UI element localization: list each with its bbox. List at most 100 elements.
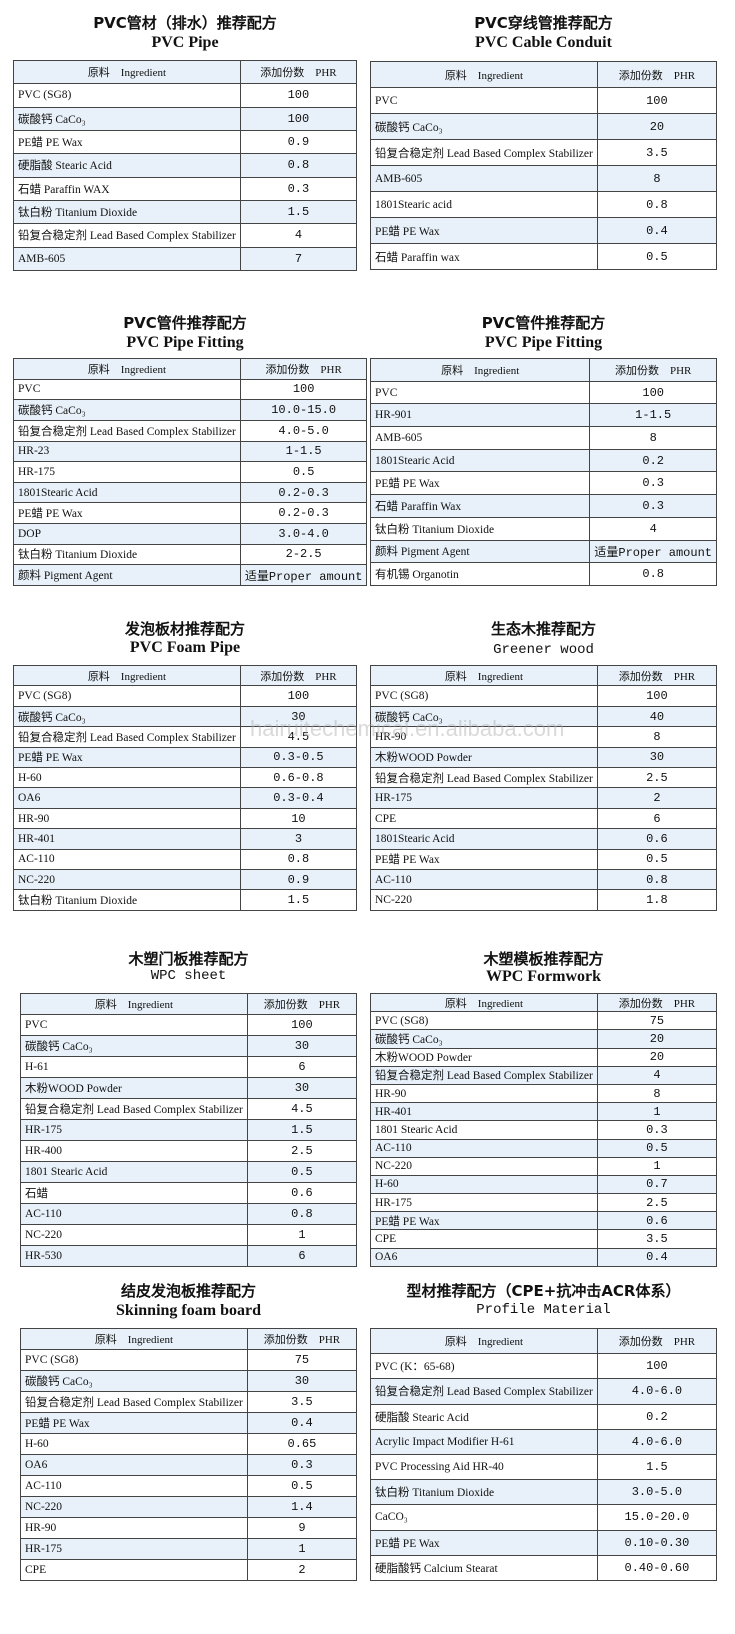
ingredient-cell: NC-220 [20, 1496, 248, 1518]
phr-value-cell: 0.4 [246, 1412, 358, 1434]
ingredient-cell: 颜料 Pigment Agent [369, 539, 591, 564]
table-row: PVC (SG8) 100 [13, 685, 358, 707]
table-row: 1801Stearic Acid 0.2 [369, 448, 717, 473]
phr-value-cell: 2 [596, 787, 718, 809]
phr-value-cell: 0.5 [596, 848, 718, 871]
section-title-en: Profile Material [476, 1302, 611, 1318]
header-ingredient: 原料 Ingredient [13, 664, 241, 687]
phr-value-cell: 0.5 [596, 243, 718, 270]
phr-value-cell: 0.3 [589, 494, 717, 518]
phr-value-cell: 3.5 [596, 139, 718, 166]
phr-value-cell: 4.5 [246, 1098, 358, 1120]
table-header-row: 原料 Ingredient 添加份数 PHR [370, 1327, 718, 1355]
phr-value-cell: 0.10-0.30 [596, 1529, 718, 1556]
header-ingredient: 原料 Ingredient [369, 358, 591, 382]
table-header-row: 原料 Ingredient 添加份数 PHR [369, 358, 717, 382]
table-row: HR-175 0.5 [13, 461, 368, 483]
phr-value-cell: 100 [596, 685, 718, 707]
table-row: HR-23 1-1.5 [13, 440, 368, 463]
ingredient-cell: HR-90 [20, 1517, 248, 1539]
table-row: HR-401 3 [13, 828, 358, 850]
table-row: HR-175 1.5 [20, 1119, 358, 1141]
ingredient-cell: PE蜡 PE Wax [370, 1529, 598, 1556]
header-phr: 添加份数 PHR [589, 358, 717, 382]
ingredient-cell: AC-110 [20, 1475, 248, 1497]
phr-value-cell: 8 [596, 726, 718, 748]
table-row: OA6 0.4 [370, 1247, 718, 1267]
ingredient-cell: 钛白粉 Titanium Dioxide [13, 543, 241, 566]
ingredient-cell: 木粉WOOD Powder [20, 1077, 248, 1099]
ingredient-cell: 铅复合稳定剂 Lead Based Complex Stabilizer [13, 726, 241, 748]
table-row: AC-110 0.8 [13, 848, 358, 871]
ingredient-cell: 颜料 Pigment Agent [13, 564, 241, 586]
phr-value-cell: 0.3 [596, 1120, 718, 1140]
formulation-table: 原料 Ingredient 添加份数 PHR PVC 100 碳酸钙 CaCo₃ 20 铅复… [370, 61, 718, 270]
table-row: 碳酸钙 CaCo₃ 20 [370, 113, 718, 140]
ingredient-cell: AC-110 [20, 1203, 248, 1225]
ingredient-cell: HR-175 [370, 787, 598, 809]
ingredient-cell: AMB-605 [369, 426, 591, 450]
phr-value-cell: 0.65 [246, 1433, 358, 1455]
ingredient-cell: 铅复合稳定剂 Lead Based Complex Stabilizer [13, 223, 241, 248]
phr-value-cell: 20 [596, 113, 718, 140]
phr-value-cell: 2.5 [596, 1193, 718, 1213]
phr-value-cell: 30 [246, 1035, 358, 1057]
phr-value-cell: 6 [246, 1056, 358, 1078]
section-title-zh: 生态木推荐配方 [490, 620, 596, 638]
phr-value-cell: 0.3-0.5 [239, 746, 358, 769]
phr-value-cell: 4.0-5.0 [239, 419, 368, 442]
ingredient-cell: 铅复合稳定剂 Lead Based Complex Stabilizer [13, 419, 241, 442]
phr-value-cell: 30 [246, 1370, 358, 1392]
ingredient-cell: PE蜡 PE Wax [13, 502, 241, 524]
phr-value-cell: 40 [596, 705, 718, 728]
ingredient-cell: 1801Stearic Acid [370, 828, 598, 850]
header-phr: 添加份数 PHR [239, 358, 368, 380]
ingredient-cell: NC-220 [370, 889, 598, 911]
table-row: PVC (SG8) 100 [13, 83, 358, 108]
section-title-en: PVC Pipe [151, 34, 219, 51]
phr-value-cell: 1.5 [246, 1119, 358, 1141]
phr-value-cell: 0.40-0.60 [596, 1554, 718, 1581]
phr-value-cell: 0.2-0.3 [239, 502, 368, 524]
phr-value-cell: 3 [239, 828, 358, 850]
phr-value-cell: 10.0-15.0 [239, 399, 368, 421]
table-row: 木粉WOOD Powder 30 [20, 1077, 358, 1099]
header-phr: 添加份数 PHR [596, 664, 718, 687]
ingredient-cell: CPE [20, 1559, 248, 1581]
ingredient-cell: PE蜡 PE Wax [13, 129, 241, 155]
table-row: 铅复合稳定剂 Lead Based Complex Stabilizer 4.0-… [13, 419, 368, 442]
ingredient-cell: 1801Stearic Acid [13, 481, 241, 504]
table-row: 碳酸钙 CaCo₃ 10.0-15.0 [13, 399, 368, 421]
ingredient-cell: 1801 Stearic Acid [20, 1161, 248, 1183]
table-row: 木粉WOOD Powder 20 [370, 1047, 718, 1067]
ingredient-cell: 碳酸钙 CaCo₃ [370, 705, 598, 728]
ingredient-cell: 铅复合稳定剂 Lead Based Complex Stabilizer [370, 1378, 598, 1405]
table-row: DOP 3.0-4.0 [13, 523, 368, 545]
phr-value-cell: 2.5 [596, 767, 718, 789]
ingredient-cell: 木粉WOOD Powder [370, 1047, 598, 1067]
table-row: HR-175 1 [20, 1538, 358, 1560]
table-row: PVC 100 [369, 380, 717, 405]
ingredient-cell: PVC (SG8) [20, 1349, 248, 1371]
ingredient-cell: H-61 [20, 1056, 248, 1078]
watermark: hairuitechemical.en.alibaba.com [250, 716, 565, 741]
ingredient-cell: PE蜡 PE Wax [370, 1211, 598, 1231]
header-ingredient: 原料 Ingredient [370, 992, 598, 1013]
header-ingredient: 原料 Ingredient [370, 664, 598, 687]
ingredient-cell: 铅复合稳定剂 Lead Based Complex Stabilizer [20, 1098, 248, 1120]
ingredient-cell: HR-23 [13, 440, 241, 463]
phr-value-cell: 0.2 [596, 1403, 718, 1430]
phr-value-cell: 4 [596, 1065, 718, 1085]
table-header-row: 原料 Ingredient 添加份数 PHR [20, 1328, 358, 1350]
phr-value-cell: 6 [246, 1245, 358, 1267]
ingredient-cell: PVC (K：65-68) [370, 1353, 598, 1380]
table-row: 碳酸钙 CaCo₃ 20 [370, 1029, 718, 1049]
ingredient-cell: PVC [370, 87, 598, 114]
phr-value-cell: 0.5 [246, 1161, 358, 1183]
header-phr: 添加份数 PHR [239, 59, 358, 85]
phr-value-cell: 0.6-0.8 [239, 767, 358, 789]
phr-value-cell: 2-2.5 [239, 543, 368, 566]
ingredient-cell: 碳酸钙 CaCo₃ [13, 106, 241, 131]
ingredient-cell: OA6 [13, 787, 241, 809]
table-row: OA6 0.3-0.4 [13, 787, 358, 809]
